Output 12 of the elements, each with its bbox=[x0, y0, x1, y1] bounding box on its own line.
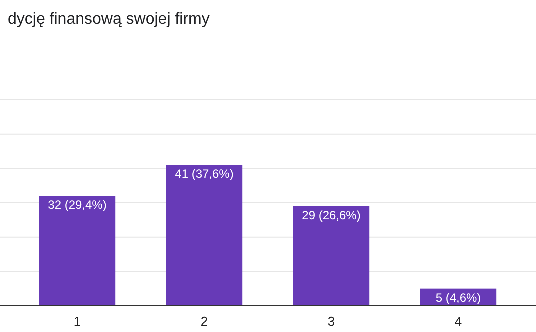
x-tick-label: 1 bbox=[74, 314, 82, 329]
chart-title: dycję finansową swojej firmy bbox=[8, 11, 210, 28]
data-label: 32 (29,4%) bbox=[48, 198, 107, 212]
data-label: 29 (26,6%) bbox=[302, 208, 361, 222]
data-label: 41 (37,6%) bbox=[175, 167, 234, 182]
data-label: 5 (4,6%) bbox=[436, 290, 482, 305]
x-tick-label: 4 bbox=[454, 314, 462, 329]
x-tick-label: 3 bbox=[328, 314, 336, 329]
bar bbox=[39, 196, 116, 306]
bar bbox=[293, 206, 370, 306]
x-tick-label: 2 bbox=[200, 314, 208, 329]
bar bbox=[166, 165, 243, 306]
